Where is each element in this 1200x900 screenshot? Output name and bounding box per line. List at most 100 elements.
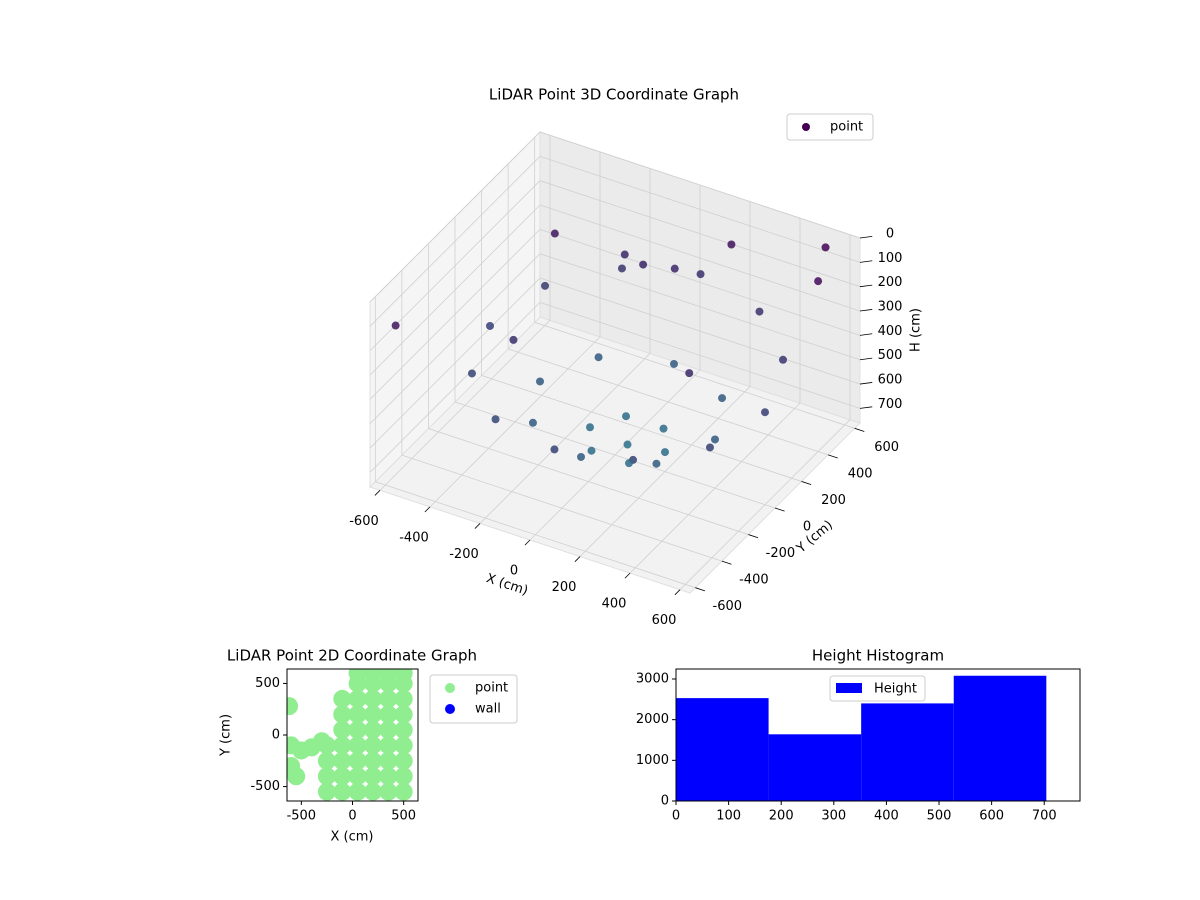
z-tick-label: 200 [878,275,903,290]
x-tick-label: -600 [349,514,379,529]
data-point [536,377,544,386]
data-point [727,240,736,249]
data-point [467,369,476,378]
grid-line [539,228,861,336]
tick-mark [801,481,812,485]
legend-marker [445,683,455,693]
data-point [391,321,400,330]
data-point [718,394,727,403]
data-point [550,445,559,454]
y-tick-label: 600 [874,440,899,455]
data-point [348,720,367,739]
data-point [333,689,352,708]
data-point [394,751,413,770]
x-axis-label: X (cm) [331,830,374,845]
data-point [394,736,413,755]
y-tick-label: 0 [803,520,811,535]
grid-line [369,131,541,303]
tick-mark [624,572,631,579]
x-tick-label: 0 [672,809,680,824]
legend-box [829,675,926,702]
z-axis-label: H (cm) [909,308,924,352]
grid-line [539,180,861,288]
tick-mark [474,523,481,529]
x-tick-label: 600 [652,613,677,628]
data-point [379,767,398,786]
y-tick-label: -400 [739,573,769,588]
data-point [348,705,367,724]
x-tick-label: -500 [287,809,317,824]
data-point [317,767,336,786]
x-tick-label: 400 [874,809,899,824]
grid-line [369,229,541,400]
data-point [586,423,594,432]
data-point [491,415,500,424]
y-tick-label: 1000 [636,753,669,768]
data-point [486,321,494,330]
data-point [363,689,382,708]
chart-title: Height Histogram [812,647,944,665]
x-tick-label: 500 [927,809,952,824]
x-tick-label: 200 [769,809,794,824]
data-point [379,782,398,801]
tick-mark [748,534,759,539]
grid-line [481,375,802,482]
tick-mark [859,309,873,312]
grid-line [369,277,541,449]
data-point [312,732,331,751]
y-tick-label: -500 [250,779,280,794]
tick-mark [774,507,785,512]
tick-mark [859,406,873,409]
data-point [617,264,626,273]
legend-label: Height [874,682,917,697]
z-tick-label: 0 [886,227,894,242]
y-tick-label: 0 [272,728,280,743]
y-tick-label: 2000 [636,712,669,727]
data-point [348,669,367,683]
y-tick-label: 3000 [636,672,669,687]
tick-mark [859,284,873,288]
data-point [363,767,382,786]
data-point [509,335,518,344]
x-tick-label: 700 [1032,809,1057,824]
z-tick-label: 500 [878,348,903,363]
data-point [705,443,714,452]
tick-mark [859,236,873,239]
data-point [394,720,413,739]
x-tick-label: 300 [821,809,846,824]
tick-mark [854,427,865,432]
data-point [333,736,352,755]
tick-mark [524,539,531,546]
grid-line [507,348,829,456]
data-point [363,751,382,770]
data-point [550,229,559,238]
data-point [348,767,367,786]
legend-box [786,113,874,141]
data-point [333,720,352,739]
data-point [363,782,382,801]
chart-title: LiDAR Point 3D Coordinate Graph [489,86,739,104]
data-point [587,446,596,455]
grid-line [534,321,855,429]
x-tick-label: 200 [552,580,577,595]
data-point [696,270,705,279]
bar [768,734,862,801]
x-tick-label: 600 [979,809,1004,824]
data-point [594,353,603,362]
tick-mark [674,589,681,596]
y-axis-label: Y (cm) [793,518,836,557]
grid-line [539,155,861,263]
grid-line [428,428,749,535]
x-tick-label: 100 [716,809,741,824]
y-tick-label: -200 [766,546,796,561]
grid-line [369,253,541,424]
tick-mark [859,357,873,361]
data-point [333,782,352,801]
data-point [394,669,413,683]
bar [676,698,769,801]
data-point [685,369,694,378]
data-point [394,782,413,801]
data-point [394,705,413,724]
bar [953,675,1047,801]
